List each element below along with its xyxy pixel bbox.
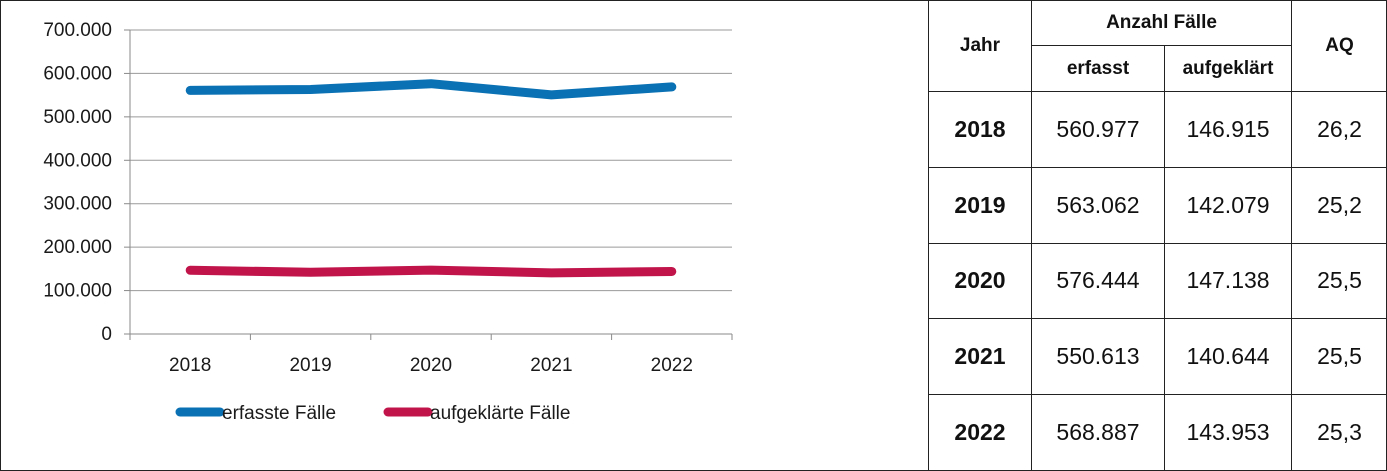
line-chart: 0 100.000 200.000 300.000 400.000 500.000 600.… — [43, 20, 733, 424]
y-tick-label: 500.000 — [43, 107, 112, 128]
table-row: 2020 576.444 147.138 25,5 — [928, 242, 1387, 320]
y-tick-label: 700.000 — [43, 20, 112, 41]
x-tick-label: 2019 — [289, 355, 331, 376]
table-row: 2019 563.062 142.079 25,2 — [928, 166, 1387, 244]
y-tick-label: 200.000 — [43, 237, 112, 258]
table-row: 2021 550.613 140.644 25,5 — [928, 318, 1387, 396]
header-erfasst: erfasst — [1031, 45, 1165, 92]
cell-year: 2018 — [928, 90, 1032, 168]
table-header-row: Jahr Anzahl Fälle AQ — [928, 0, 1387, 92]
x-tick-label: 2021 — [530, 355, 572, 376]
table-row: 2018 560.977 146.915 26,2 — [928, 90, 1387, 168]
cell-aufgeklaert: 146.915 — [1163, 90, 1293, 168]
legend-label: erfasste Fälle — [222, 403, 336, 424]
y-tick-label: 600.000 — [43, 63, 112, 84]
x-tick-label: 2022 — [651, 355, 693, 376]
cell-year: 2021 — [928, 318, 1032, 396]
y-tick-label: 100.000 — [43, 281, 112, 302]
x-tick-label: 2018 — [169, 355, 211, 376]
cell-erfasst: 550.613 — [1031, 318, 1165, 396]
cell-year: 2019 — [928, 166, 1032, 244]
cell-erfasst: 563.062 — [1031, 166, 1165, 244]
legend-label: aufgeklärte Fälle — [430, 403, 570, 424]
series-line-2 — [185, 265, 677, 278]
data-table: Jahr Anzahl Fälle AQ erfasst aufgeklärt … — [928, 0, 1387, 471]
cell-aufgeklaert: 142.079 — [1163, 166, 1293, 244]
y-tick-label: 400.000 — [43, 150, 112, 171]
header-aq: AQ — [1291, 0, 1387, 92]
header-aufgeklaert: aufgeklärt — [1163, 45, 1293, 92]
cell-aq: 25,5 — [1291, 318, 1387, 396]
cell-aq: 25,3 — [1291, 394, 1387, 471]
cell-erfasst: 568.887 — [1031, 394, 1165, 471]
cell-year: 2022 — [928, 394, 1032, 471]
y-tick-label: 0 — [101, 324, 112, 345]
cell-aq: 25,2 — [1291, 166, 1387, 244]
cell-aq: 26,2 — [1291, 90, 1387, 168]
cell-aufgeklaert: 143.953 — [1163, 394, 1293, 471]
cell-erfasst: 576.444 — [1031, 242, 1165, 320]
cell-year: 2020 — [928, 242, 1032, 320]
cell-aufgeklaert: 140.644 — [1163, 318, 1293, 396]
series-line-1 — [185, 79, 677, 100]
table-row: 2022 568.887 143.953 25,3 — [928, 394, 1387, 471]
header-year: Jahr — [928, 0, 1032, 92]
cell-aufgeklaert: 147.138 — [1163, 242, 1293, 320]
cell-aq: 25,5 — [1291, 242, 1387, 320]
cell-erfasst: 560.977 — [1031, 90, 1165, 168]
table-subheader-row: erfasst aufgeklärt — [929, 45, 1387, 92]
header-group: Anzahl Fälle — [1030, 0, 1293, 47]
x-tick-label: 2020 — [410, 355, 452, 376]
y-tick-label: 300.000 — [43, 194, 112, 215]
